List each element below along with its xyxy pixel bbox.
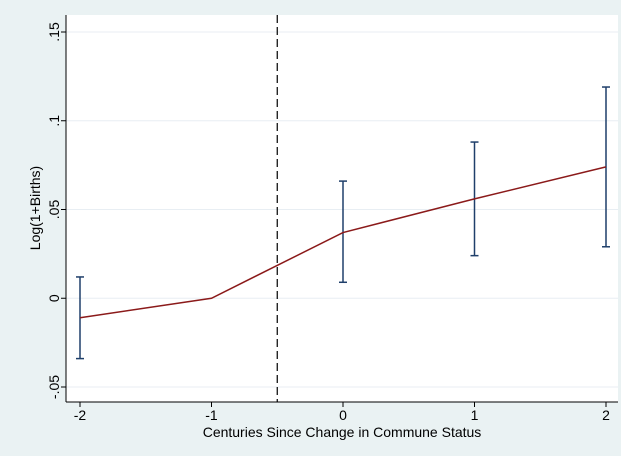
series-line (79, 166, 607, 319)
x-tick-label: -2 (74, 407, 87, 423)
y-tick-label: 0 (46, 294, 62, 302)
y-tick-label: .15 (46, 22, 62, 42)
x-axis-title: Centuries Since Change in Commune Status (203, 424, 482, 440)
x-tick-label: 0 (339, 407, 347, 423)
plot-area (66, 15, 618, 402)
y-tick-label: .05 (46, 200, 62, 220)
gridlines (66, 31, 618, 388)
y-axis-title: Log(1+Births) (27, 166, 43, 250)
y-tick-label: .1 (46, 115, 62, 127)
axes: -.05 0 .05 .1 .15 -2 -1 0 1 2 (46, 15, 618, 423)
y-tick-label: -.05 (46, 375, 62, 399)
x-tick-label: -1 (205, 407, 218, 423)
series-line-group (79, 166, 607, 319)
x-tick-label: 1 (471, 407, 479, 423)
x-tick-label: 2 (602, 407, 610, 423)
